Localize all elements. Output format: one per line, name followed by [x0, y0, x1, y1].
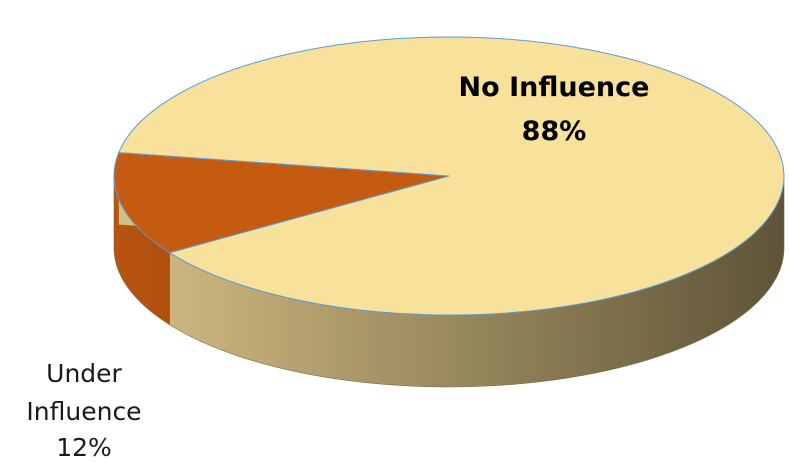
slice-label-under-influence-line2: Influence [26, 397, 141, 426]
pie-slice-under-influence [113, 152, 450, 254]
pie-top-faces [113, 36, 785, 316]
pie-slice-no-influence [118, 36, 785, 316]
slice-label-under-influence-line1: Under [46, 359, 122, 388]
slice-label-no-influence-name: No Influence [459, 72, 650, 103]
slice-label-no-influence-percent: 88% [522, 116, 587, 147]
slice-label-under-influence-percent: 12% [56, 433, 112, 462]
